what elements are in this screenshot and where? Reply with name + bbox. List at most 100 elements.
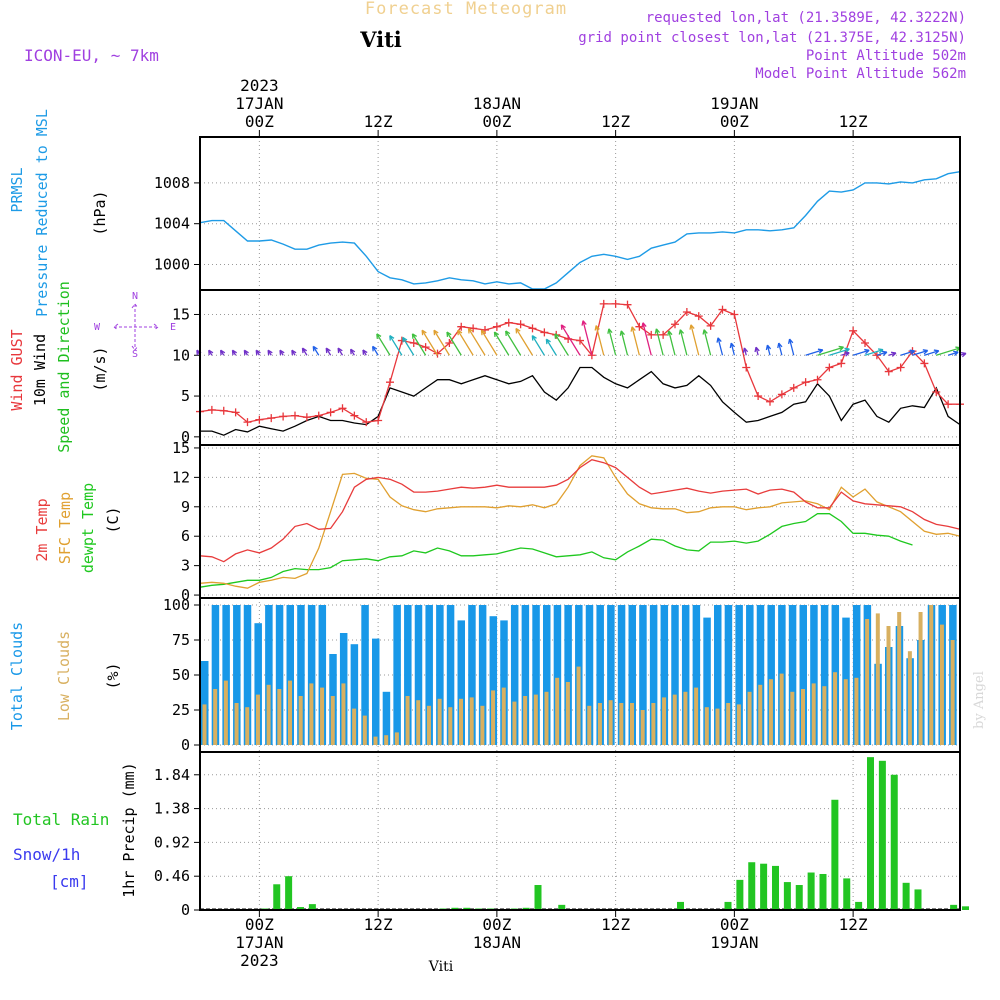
rain-bar (677, 901, 684, 910)
gust-label: Wind GUST (8, 329, 26, 410)
wind-direction-arrow (219, 349, 226, 356)
rain-bar (748, 862, 756, 910)
gust-marker (682, 308, 691, 317)
low-cloud-bar (491, 690, 496, 745)
gust-marker (706, 321, 715, 330)
total-cloud-bar (735, 605, 743, 745)
low-cloud-bar (330, 696, 335, 745)
y-tick-label: 50 (172, 666, 190, 684)
time-label: 00Z (720, 112, 749, 131)
total-cloud-bar (361, 605, 369, 745)
low-cloud-bar (459, 698, 463, 745)
snow-label: Snow/1h (13, 845, 80, 864)
low-cloud-bar (480, 705, 485, 745)
low-cloud-bar (630, 703, 634, 745)
total-cloud-bar (446, 605, 455, 745)
total-cloud-bar (746, 605, 754, 745)
total-cloud-bar (457, 620, 465, 745)
low-cloud-bar (309, 683, 314, 745)
wind-direction-arrow (231, 349, 238, 356)
wind-direction-arrow (765, 344, 772, 356)
gust-marker (789, 383, 798, 392)
total-cloud-bar (297, 605, 305, 745)
y-tick-label: 0.92 (154, 833, 190, 851)
model-point-altitude: Model Point Altitude 562m (755, 66, 966, 82)
wind-direction-arrow (421, 329, 439, 356)
gust-marker (516, 320, 525, 329)
date-label: 17JAN (235, 94, 283, 113)
wind-direction-arrow (312, 345, 320, 356)
total-cloud-bar (596, 605, 604, 745)
total-cloud-bar (532, 605, 540, 745)
total-cloud-bar (799, 605, 807, 745)
rain-bar (914, 889, 922, 910)
compass-rose-icon (113, 303, 159, 351)
wind-direction-arrow (467, 327, 486, 356)
total-cloud-bar (510, 605, 519, 745)
precip-axis-label: 1hr Precip (mm) (120, 762, 138, 897)
wind-direction-arrow (279, 349, 285, 356)
total-cloud-bar (692, 605, 701, 745)
gust-marker (255, 415, 264, 424)
wind-direction-arrow (291, 349, 297, 356)
wind-direction-arrow (457, 329, 474, 356)
wind-direction-arrow (531, 335, 545, 356)
low-cloud-bar (245, 707, 250, 745)
total-cloud-bar (628, 605, 636, 745)
low-cloud-bar (875, 613, 880, 745)
total-cloud-bar (724, 605, 733, 745)
rain-bar (795, 885, 803, 910)
wind-direction-arrow (607, 328, 617, 356)
compass-s: S (132, 349, 138, 360)
sfc-temp-line (199, 455, 961, 589)
low-cloud-bar (469, 697, 474, 745)
gust-marker (659, 330, 668, 339)
low-cloud-bar (736, 704, 741, 745)
wind-direction-arrow (888, 351, 897, 357)
total-cloud-bar (404, 605, 412, 745)
gust-marker (291, 411, 299, 420)
gust-marker (576, 336, 584, 345)
location-title: Viti (359, 27, 402, 52)
wind-gust-line (199, 303, 960, 423)
panel-labels: PRMSL Pressure Reduced to MSL (hPa) Wind GU… (8, 109, 176, 898)
time-label: 00Z (245, 112, 274, 131)
wind-direction-arrow (716, 337, 724, 356)
gust-marker (884, 367, 893, 376)
y-tick-label: 0 (181, 428, 190, 446)
rain-bar (831, 799, 839, 910)
date-label: 18JAN (473, 933, 521, 952)
wind-direction-arrow (545, 338, 557, 356)
total-cloud-bar (553, 605, 562, 745)
total-cloud-bar (275, 605, 284, 745)
low-cloud-bar (555, 677, 560, 745)
wind-direction-arrow (594, 325, 605, 356)
time-label: 00Z (720, 915, 749, 934)
total-cloud-bar (756, 605, 765, 745)
gust-marker (433, 349, 442, 358)
wind-direction-arrow (267, 349, 273, 356)
low-cloud-bar (640, 710, 645, 745)
gust-marker (730, 310, 739, 319)
y-tick-label: 0 (181, 586, 190, 604)
total-cloud-bar (820, 605, 829, 745)
wind-direction-arrow (554, 333, 569, 356)
rain-bar (285, 876, 293, 910)
low-cloud-bar (726, 703, 731, 745)
wind-direction-arrow (787, 338, 795, 356)
total-cloud-bar (852, 605, 861, 745)
gust-marker (326, 408, 335, 417)
rain-bar (819, 873, 827, 910)
y-tick-label: 1004 (154, 215, 190, 233)
gust-marker (374, 416, 383, 425)
rain-bar (772, 865, 779, 910)
low-cloud-bar (405, 696, 410, 745)
wind-direction-arrow (805, 348, 824, 356)
rain-bar (451, 907, 459, 910)
temp-unit-label: (C) (104, 506, 122, 533)
rain-bar (724, 901, 732, 910)
y-tick-label: 15 (172, 439, 190, 457)
low-cloud-bar (597, 703, 602, 745)
wind-direction-arrow (480, 329, 498, 356)
y-tick-label: 0.46 (154, 867, 190, 885)
